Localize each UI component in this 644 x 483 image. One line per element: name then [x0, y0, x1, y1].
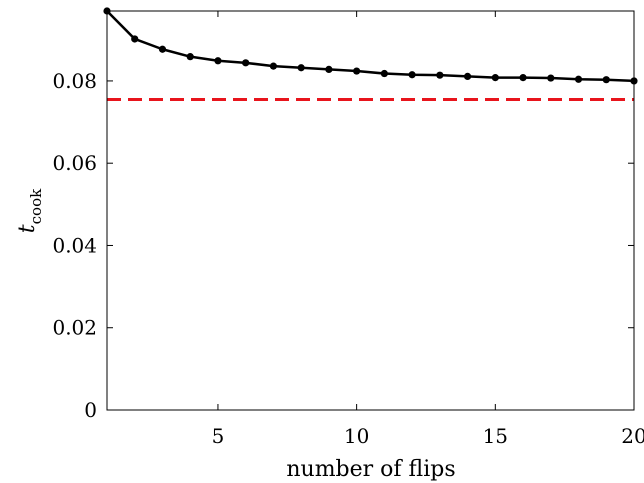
data-point [519, 74, 527, 82]
y-axis-title: tcook [15, 188, 45, 233]
series-layer [103, 7, 638, 85]
data-point [186, 53, 194, 61]
data-point [436, 71, 444, 79]
y-axis-title-subscript: cook [27, 188, 45, 224]
data-point [158, 45, 167, 53]
x-tick-label: 5 [212, 424, 225, 448]
x-tick-label: 10 [344, 424, 369, 448]
data-point [297, 64, 305, 72]
y-axis-title-main: t [15, 224, 40, 233]
series-line [106, 10, 635, 83]
y-tick-label: 0 [84, 398, 97, 422]
data-point [574, 75, 583, 83]
y-tick-label: 0.08 [52, 69, 97, 93]
y-tick-label: 0.02 [52, 316, 97, 340]
x-tick-label: 15 [483, 424, 508, 448]
data-point [131, 35, 139, 43]
data-point [491, 74, 499, 82]
data-point [602, 76, 610, 84]
data-point [353, 67, 361, 75]
data-point [214, 57, 222, 65]
y-tick-label: 0.06 [52, 151, 97, 175]
data-point [408, 71, 416, 79]
tick-labels: 5 10 15 20 0 0.02 0.04 0.06 0.08 [52, 69, 644, 448]
data-point [269, 62, 278, 70]
data-point [325, 65, 333, 74]
tick-marks [107, 11, 635, 411]
y-tick-label: 0.04 [52, 233, 97, 257]
x-axis-title: number of flips [286, 457, 455, 482]
plot-frame [106, 10, 635, 411]
data-point [380, 69, 388, 78]
x-tick-label: 20 [621, 424, 644, 448]
data-point [242, 59, 250, 67]
data-point [547, 74, 555, 82]
data-point [463, 72, 472, 81]
